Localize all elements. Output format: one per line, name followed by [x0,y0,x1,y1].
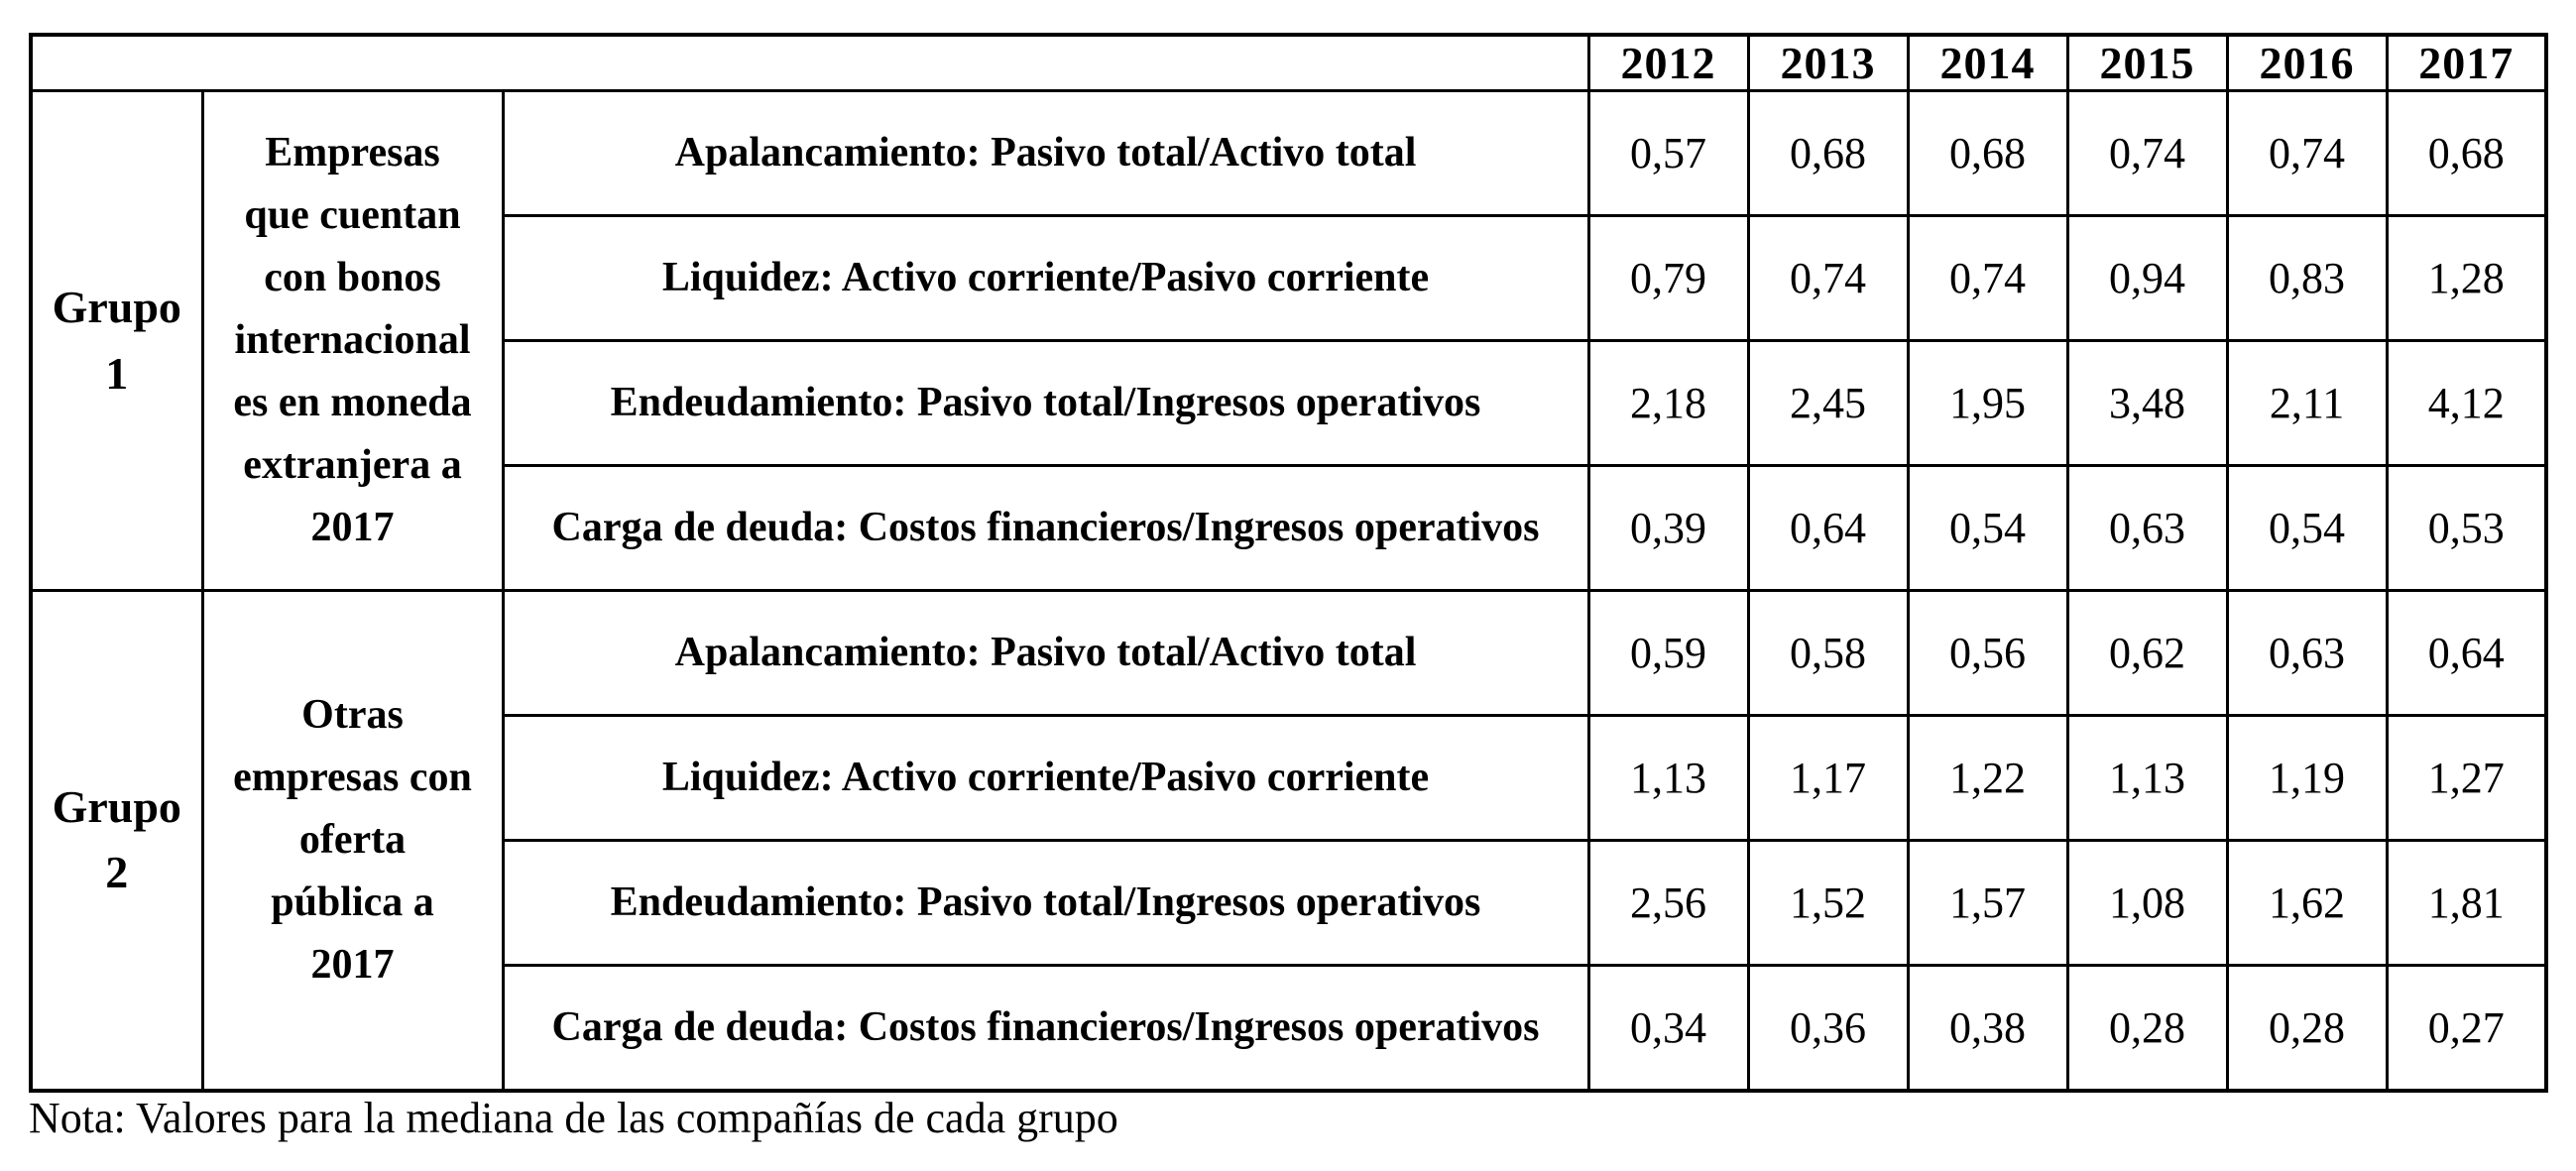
group-label: Grupo 2 [29,589,204,1092]
value-cell: 4,12 [2385,339,2548,467]
value-cell: 0,79 [1586,214,1750,342]
value-cell: 3,48 [2065,339,2229,467]
value-cell: 0,58 [1746,589,1910,717]
table-row: Liquidez: Activo corriente/Pasivo corrie… [31,714,2548,842]
value-cell: 0,94 [2065,214,2229,342]
value-cell: 0,62 [2065,589,2229,717]
value-cell: 0,28 [2225,964,2389,1092]
value-cell: 0,59 [1586,589,1750,717]
header-row: 2012 2013 2014 2015 2016 2017 [29,33,2548,92]
table-row: Grupo 2 Otras empresas con oferta públic… [29,589,2548,1092]
value-cell: 0,83 [2225,214,2389,342]
year-header: 2012 [1586,33,1750,92]
value-cell: 2,18 [1586,339,1750,467]
year-header: 2013 [1746,33,1910,92]
table-row: Endeudamiento: Pasivo total/Ingresos ope… [31,839,2548,967]
metric-label: Endeudamiento: Pasivo total/Ingresos ope… [501,839,1590,967]
metric-label: Carga de deuda: Costos financieros/Ingre… [501,464,1590,592]
group-label-text: Grupo 2 [52,780,181,898]
value-cell: 1,17 [1746,714,1910,842]
value-cell: 0,53 [2385,464,2548,592]
value-cell: 0,64 [2385,589,2548,717]
year-header: 2016 [2225,33,2389,92]
value-cell: 1,81 [2385,839,2548,967]
year-header: 2015 [2065,33,2229,92]
value-cell: 1,22 [1906,714,2069,842]
table-row: Endeudamiento: Pasivo total/Ingresos ope… [31,339,2548,467]
value-cell: 0,34 [1586,964,1750,1092]
year-header: 2017 [2385,33,2548,92]
value-cell: 0,27 [2385,964,2548,1092]
value-cell: 1,52 [1746,839,1910,967]
empty-header-cell [29,33,1590,92]
group-description: Otras empresas con oferta pública a 2017 [200,589,505,1092]
financial-ratios-table: 2012 2013 2014 2015 2016 2017 Grupo 1 Em… [29,33,2549,1093]
metric-label: Liquidez: Activo corriente/Pasivo corrie… [501,714,1590,842]
table-row: Carga de deuda: Costos financieros/Ingre… [31,464,2548,592]
value-cell: 1,13 [1586,714,1750,842]
value-cell: 1,27 [2385,714,2548,842]
value-cell: 0,68 [1746,89,1910,217]
value-cell: 0,57 [1586,89,1750,217]
value-cell: 0,38 [1906,964,2069,1092]
value-cell: 0,74 [2225,89,2389,217]
group-label-text: Grupo 1 [52,281,181,399]
value-cell: 2,11 [2225,339,2389,467]
value-cell: 0,63 [2065,464,2229,592]
group-label: Grupo 1 [29,89,204,592]
value-cell: 1,57 [1906,839,2069,967]
value-cell: 0,68 [2385,89,2548,217]
value-cell: 0,39 [1586,464,1750,592]
metric-label: Carga de deuda: Costos financieros/Ingre… [501,964,1590,1092]
value-cell: 0,74 [2065,89,2229,217]
value-cell: 2,45 [1746,339,1910,467]
value-cell: 0,36 [1746,964,1910,1092]
value-cell: 1,19 [2225,714,2389,842]
value-cell: 0,68 [1906,89,2069,217]
metric-label: Liquidez: Activo corriente/Pasivo corrie… [501,214,1590,342]
value-cell: 1,08 [2065,839,2229,967]
value-cell: 1,62 [2225,839,2389,967]
value-cell: 0,56 [1906,589,2069,717]
value-cell: 1,95 [1906,339,2069,467]
table-row: Carga de deuda: Costos financieros/Ingre… [31,964,2548,1092]
table-row: Grupo 1 Empresas que cuentan con bonos i… [29,89,2548,592]
metric-label: Endeudamiento: Pasivo total/Ingresos ope… [501,339,1590,467]
year-header: 2014 [1906,33,2069,92]
value-cell: 0,64 [1746,464,1910,592]
value-cell: 0,28 [2065,964,2229,1092]
metric-label: Apalancamiento: Pasivo total/Activo tota… [501,589,1590,717]
value-cell: 0,63 [2225,589,2389,717]
value-cell: 0,54 [1906,464,2069,592]
value-cell: 0,54 [2225,464,2389,592]
group-description: Empresas que cuentan con bonos internaci… [200,89,505,592]
table-row: Liquidez: Activo corriente/Pasivo corrie… [31,214,2548,342]
value-cell: 0,74 [1746,214,1910,342]
value-cell: 2,56 [1586,839,1750,967]
value-cell: 1,13 [2065,714,2229,842]
table-note: Nota: Valores para la mediana de las com… [29,1094,1118,1142]
metric-label: Apalancamiento: Pasivo total/Activo tota… [501,89,1590,217]
value-cell: 1,28 [2385,214,2548,342]
value-cell: 0,74 [1906,214,2069,342]
